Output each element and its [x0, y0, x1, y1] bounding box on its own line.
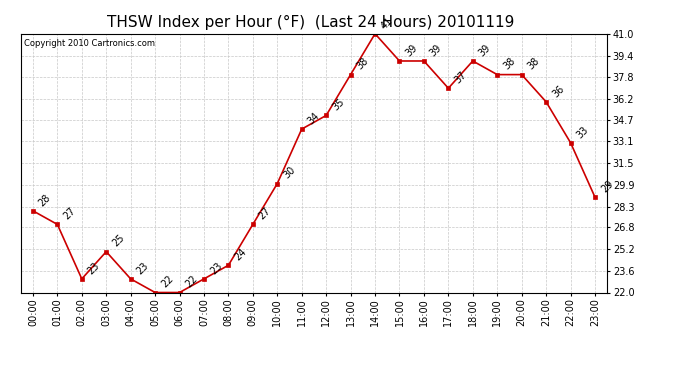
Text: Copyright 2010 Cartronics.com: Copyright 2010 Cartronics.com	[23, 39, 155, 48]
Text: 39: 39	[477, 42, 493, 58]
Text: 41: 41	[380, 15, 395, 31]
Text: 34: 34	[306, 111, 322, 126]
Text: 33: 33	[575, 124, 591, 140]
Text: 39: 39	[428, 42, 444, 58]
Text: 38: 38	[502, 56, 517, 72]
Text: 36: 36	[550, 83, 566, 99]
Text: 22: 22	[159, 274, 175, 290]
Text: THSW Index per Hour (°F)  (Last 24 Hours) 20101119: THSW Index per Hour (°F) (Last 24 Hours)…	[107, 15, 514, 30]
Text: 27: 27	[61, 206, 77, 222]
Text: 22: 22	[184, 274, 199, 290]
Text: 39: 39	[404, 42, 420, 58]
Text: 23: 23	[208, 260, 224, 276]
Text: 23: 23	[135, 260, 150, 276]
Text: 38: 38	[526, 56, 542, 72]
Text: 28: 28	[37, 192, 53, 208]
Text: 23: 23	[86, 260, 102, 276]
Text: 30: 30	[282, 165, 297, 181]
Text: 38: 38	[355, 56, 371, 72]
Text: 24: 24	[233, 247, 248, 262]
Text: 29: 29	[599, 178, 615, 194]
Text: 27: 27	[257, 206, 273, 222]
Text: 35: 35	[331, 97, 346, 112]
Text: 25: 25	[110, 233, 126, 249]
Text: 37: 37	[453, 70, 469, 86]
